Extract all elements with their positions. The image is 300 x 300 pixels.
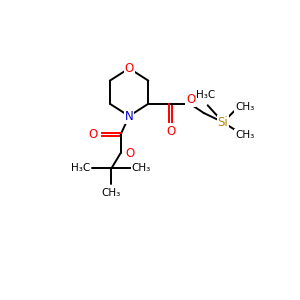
- Text: CH₃: CH₃: [102, 188, 121, 198]
- Text: Si: Si: [218, 116, 228, 129]
- Text: O: O: [88, 128, 98, 141]
- Text: H₃C: H₃C: [196, 89, 216, 100]
- Text: CH₃: CH₃: [235, 130, 254, 140]
- Text: H₃C: H₃C: [71, 164, 90, 173]
- Text: O: O: [166, 125, 175, 138]
- Text: O: O: [124, 62, 134, 75]
- Text: O: O: [186, 93, 195, 106]
- Text: O: O: [125, 146, 134, 160]
- Text: N: N: [125, 110, 134, 123]
- Text: CH₃: CH₃: [235, 102, 254, 112]
- Text: CH₃: CH₃: [132, 164, 151, 173]
